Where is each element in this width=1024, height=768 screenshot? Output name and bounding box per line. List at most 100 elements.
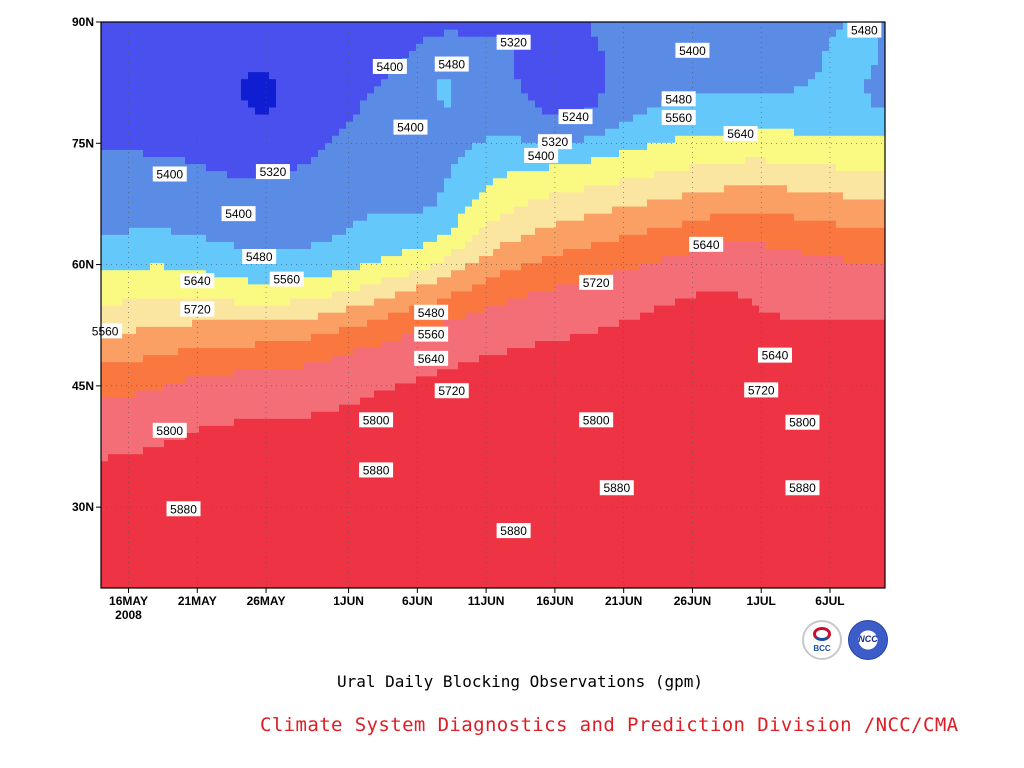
contour-cell	[367, 92, 375, 101]
contour-cell	[297, 566, 305, 575]
contour-cell	[171, 580, 179, 588]
contour-cell	[514, 517, 522, 525]
contour-cell	[388, 573, 396, 582]
contour-cell	[290, 106, 298, 115]
contour-cell	[430, 404, 438, 412]
contour-cell	[171, 439, 179, 448]
contour-cell	[416, 43, 424, 51]
contour-cell	[213, 481, 221, 490]
contour-cell	[521, 78, 529, 87]
contour-cell	[199, 510, 207, 518]
contour-cell	[171, 213, 179, 221]
contour-cell	[311, 439, 319, 448]
contour-cell	[311, 396, 319, 405]
contour-cell	[150, 290, 158, 299]
contour-cell	[451, 78, 459, 87]
contour-cell	[360, 213, 368, 221]
contour-cell	[430, 517, 438, 525]
contour-cell	[192, 361, 200, 370]
contour-cell	[304, 113, 312, 122]
contour-cell	[115, 198, 123, 207]
contour-cell	[227, 36, 235, 44]
contour-cell	[451, 496, 459, 504]
contour-cell	[262, 474, 270, 483]
contour-cell	[332, 439, 340, 448]
contour-cell	[360, 36, 368, 44]
contour-cell	[325, 149, 333, 158]
contour-cell	[528, 71, 536, 80]
contour-cell	[150, 191, 158, 200]
contour-cell	[528, 241, 536, 249]
contour-cell	[423, 481, 431, 490]
contour-cell	[451, 418, 459, 426]
contour-cell	[248, 453, 256, 462]
contour-cell	[234, 276, 242, 285]
contour-cell	[346, 248, 354, 257]
contour-cell	[402, 283, 410, 292]
contour-cell	[535, 453, 543, 462]
contour-cell	[185, 580, 193, 588]
contour-cell	[311, 418, 319, 426]
contour-cell	[164, 64, 172, 73]
contour-cell	[199, 573, 207, 582]
contour-cell	[395, 149, 403, 158]
contour-cell	[304, 474, 312, 483]
contour-cell	[402, 404, 410, 412]
contour-cell	[213, 29, 221, 37]
contour-cell	[192, 396, 200, 405]
contour-cell	[346, 276, 354, 285]
contour-cell	[514, 488, 522, 497]
contour-cell	[157, 319, 165, 327]
contour-cell	[465, 446, 473, 455]
contour-cell	[402, 184, 410, 193]
contour-cell	[507, 156, 515, 165]
contour-cell	[269, 446, 277, 455]
contour-cell	[388, 552, 396, 561]
contour-cell	[528, 368, 536, 377]
contour-cell	[150, 517, 158, 525]
contour-cell	[360, 566, 368, 575]
contour-cell	[521, 276, 529, 285]
contour-cell	[290, 517, 298, 525]
contour-cell	[346, 163, 354, 172]
contour-cell	[213, 283, 221, 292]
contour-cell	[157, 453, 165, 462]
contour-cell	[479, 50, 487, 58]
contour-cell	[283, 149, 291, 158]
contour-cell	[143, 319, 151, 327]
contour-cell	[332, 121, 340, 129]
contour-cell	[486, 290, 494, 299]
contour-cell	[136, 191, 144, 200]
contour-cell	[346, 439, 354, 448]
contour-cell	[129, 78, 137, 87]
contour-cell	[311, 113, 319, 122]
contour-cell	[500, 255, 508, 264]
contour-cell	[458, 559, 466, 568]
contour-cell	[150, 57, 158, 66]
contour-cell	[227, 135, 235, 143]
contour-cell	[353, 142, 361, 150]
contour-cell	[500, 57, 508, 66]
contour-cell	[318, 453, 326, 462]
contour-cell	[143, 255, 151, 264]
contour-cell	[486, 121, 494, 129]
contour-cell	[381, 573, 389, 582]
contour-cell	[535, 531, 543, 540]
contour-cell	[157, 227, 165, 235]
contour-cell	[486, 184, 494, 193]
contour-cell	[108, 538, 116, 547]
contour-cell	[493, 128, 501, 136]
contour-cell	[248, 559, 256, 568]
contour-cell	[311, 205, 319, 214]
contour-cell	[381, 382, 389, 391]
contour-cell	[430, 573, 438, 582]
contour-cell	[269, 453, 277, 462]
contour-cell	[521, 142, 529, 150]
contour-cell	[514, 156, 522, 165]
contour-cell	[269, 64, 277, 73]
contour-cell	[514, 496, 522, 504]
contour-cell	[283, 22, 291, 30]
contour-cell	[535, 432, 543, 441]
contour-cell	[458, 36, 466, 44]
contour-cell	[360, 191, 368, 200]
